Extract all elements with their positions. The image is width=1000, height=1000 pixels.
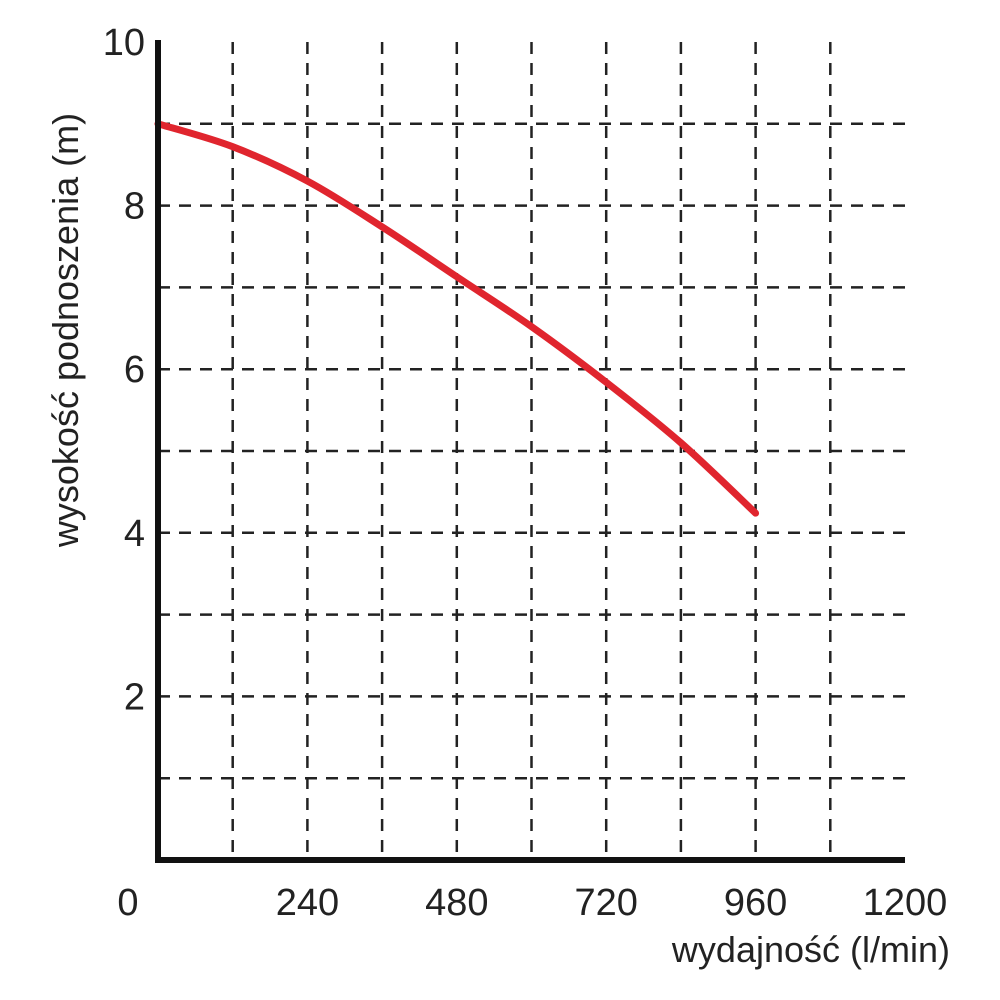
y-tick-labels: 2 4 6 8 10 (103, 22, 145, 718)
x-tick-label: 480 (425, 882, 488, 924)
y-tick-label: 10 (103, 22, 145, 64)
y-axis-label: wysokość podnoszenia (m) (45, 113, 86, 548)
y-tick-label: 4 (124, 513, 145, 555)
x-tick-label: 240 (276, 882, 339, 924)
y-tick-label: 8 (124, 186, 145, 228)
x-tick-label: 1200 (863, 882, 948, 924)
x-tick-labels: 0 240 480 720 960 1200 (117, 882, 947, 924)
x-tick-label: 960 (724, 882, 787, 924)
x-tick-label: 0 (117, 882, 138, 924)
x-tick-label: 720 (574, 882, 637, 924)
x-axis-label: wydajność (l/min) (671, 929, 950, 970)
y-tick-label: 2 (124, 676, 145, 718)
y-tick-label: 6 (124, 349, 145, 391)
